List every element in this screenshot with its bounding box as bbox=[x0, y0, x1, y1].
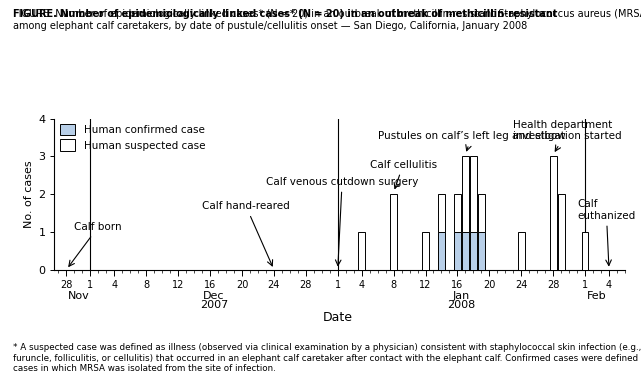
Text: * A suspected case was defined as illness (observed via clinical examination by : * A suspected case was defined as illnes… bbox=[13, 343, 641, 373]
Text: FIGURE. Number of epidemiologically linked cases* (N = 20) in an outbreak of met: FIGURE. Number of epidemiologically link… bbox=[13, 9, 641, 31]
Bar bbox=[550, 156, 556, 270]
Y-axis label: No. of cases: No. of cases bbox=[24, 160, 34, 228]
Text: Pustules on calf’s left leg and elbow: Pustules on calf’s left leg and elbow bbox=[378, 131, 565, 151]
Bar bbox=[470, 156, 477, 232]
Bar bbox=[438, 232, 445, 270]
Bar bbox=[518, 232, 524, 270]
Bar bbox=[558, 194, 565, 270]
Bar bbox=[390, 194, 397, 270]
Text: Calf venous cutdown surgery: Calf venous cutdown surgery bbox=[266, 176, 419, 265]
Bar bbox=[462, 232, 469, 270]
Text: Feb: Feb bbox=[587, 291, 607, 302]
Text: FIGURE. Number of epidemiologically linked cases* (N = 20) in an outbreak of met: FIGURE. Number of epidemiologically link… bbox=[13, 9, 561, 20]
Text: Calf
euthanized: Calf euthanized bbox=[577, 199, 635, 265]
Legend: Human confirmed case, Human suspected case: Human confirmed case, Human suspected ca… bbox=[60, 124, 205, 151]
Text: Date: Date bbox=[322, 311, 353, 324]
Text: Jan: Jan bbox=[453, 291, 470, 302]
Bar bbox=[454, 194, 461, 232]
Bar bbox=[454, 232, 461, 270]
Text: Health department
investigation started: Health department investigation started bbox=[513, 120, 622, 151]
Bar bbox=[470, 232, 477, 270]
Text: Calf born: Calf born bbox=[69, 222, 122, 266]
Text: Calf hand-reared: Calf hand-reared bbox=[202, 201, 290, 266]
Bar bbox=[478, 232, 485, 270]
Text: 2007: 2007 bbox=[200, 300, 228, 311]
Bar bbox=[422, 232, 429, 270]
Text: Nov: Nov bbox=[67, 291, 89, 302]
Bar bbox=[478, 194, 485, 232]
Text: 2008: 2008 bbox=[447, 300, 476, 311]
Bar bbox=[581, 232, 588, 270]
Bar bbox=[438, 194, 445, 232]
Bar bbox=[462, 156, 469, 232]
Text: Dec: Dec bbox=[203, 291, 225, 302]
Bar bbox=[358, 232, 365, 270]
Text: Calf cellulitis: Calf cellulitis bbox=[370, 159, 437, 188]
